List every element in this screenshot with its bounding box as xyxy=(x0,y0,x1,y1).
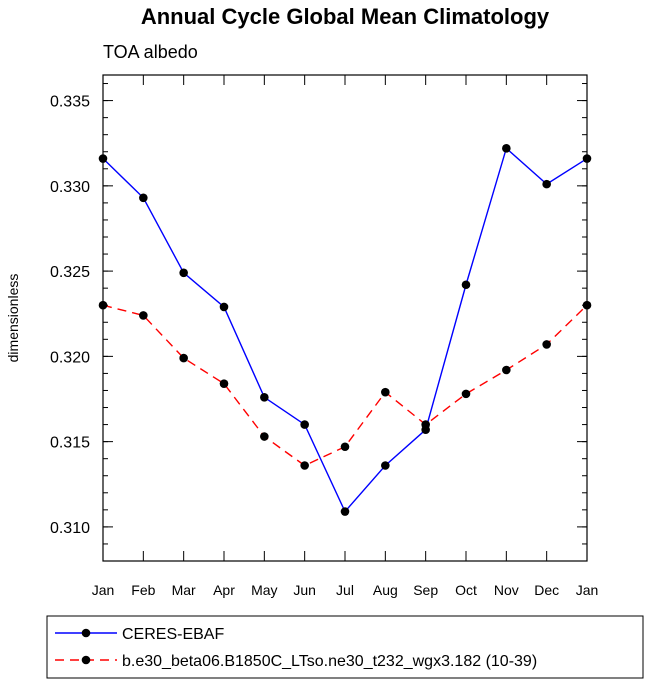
plot-frame xyxy=(102,74,588,562)
legend-marker xyxy=(81,655,91,665)
legend-marker xyxy=(81,628,91,638)
data-point xyxy=(300,461,309,470)
x-tick-label: Mar xyxy=(172,582,196,598)
x-tick-label: Jul xyxy=(336,582,354,598)
x-tick-label: Feb xyxy=(131,582,155,598)
data-point xyxy=(260,432,269,441)
y-tick-label: 0.320 xyxy=(50,349,90,366)
data-point xyxy=(461,280,471,290)
data-point xyxy=(421,420,430,429)
data-point xyxy=(582,300,592,310)
data-point xyxy=(219,302,229,312)
x-tick-label: Aug xyxy=(373,582,398,598)
y-tick-label: 0.315 xyxy=(50,435,90,452)
x-tick-label: Jan xyxy=(92,582,115,598)
y-tick-label: 0.310 xyxy=(50,520,90,537)
data-point xyxy=(542,340,551,349)
x-tick-label: Nov xyxy=(494,582,519,598)
y-tick-label: 0.325 xyxy=(50,264,90,281)
data-point xyxy=(179,268,188,278)
data-point xyxy=(340,507,350,516)
legend-box xyxy=(46,615,644,679)
data-point xyxy=(260,392,269,402)
x-tick-label: May xyxy=(251,582,277,598)
x-tick-label: Oct xyxy=(455,582,477,598)
data-point xyxy=(340,442,350,452)
legend: CERES-EBAF b.e30_beta06.B1850C_LTso.ne30_… xyxy=(46,615,644,679)
data-point xyxy=(139,311,148,320)
data-point xyxy=(542,179,551,189)
data-point xyxy=(98,300,108,310)
y-axis-label: dimensionless xyxy=(5,274,21,363)
chart-subtitle: TOA albedo xyxy=(103,42,198,62)
x-tick-label: Dec xyxy=(534,582,559,598)
series-line-0 xyxy=(102,147,588,513)
data-point xyxy=(461,389,471,399)
data-point xyxy=(381,387,390,397)
data-point xyxy=(219,379,229,388)
y-tick-label: 0.335 xyxy=(50,94,90,111)
data-point xyxy=(179,353,188,363)
data-point xyxy=(582,154,592,163)
legend-label: CERES-EBAF xyxy=(122,626,224,643)
legend-label: b.e30_beta06.B1850C_LTso.ne30_t232_wgx3.… xyxy=(122,653,537,670)
data-point xyxy=(502,365,511,375)
x-tick-label: Jan xyxy=(576,582,599,598)
data-point xyxy=(502,144,511,153)
data-point xyxy=(98,154,108,163)
plot-area: Jan Feb Mar Apr May Jun Jul Aug Sep Oct Nov Dec Jan 0… xyxy=(50,74,599,598)
y-tick-label: 0.330 xyxy=(50,179,90,196)
x-tick-label: Sep xyxy=(413,582,438,598)
data-point xyxy=(139,193,148,203)
series-line-1 xyxy=(102,304,588,467)
x-tick-label: Jun xyxy=(293,582,316,598)
chart-title: Annual Cycle Global Mean Climatology xyxy=(141,4,550,29)
data-point xyxy=(300,420,309,429)
x-tick-label: Apr xyxy=(213,582,235,598)
data-point xyxy=(381,461,390,470)
